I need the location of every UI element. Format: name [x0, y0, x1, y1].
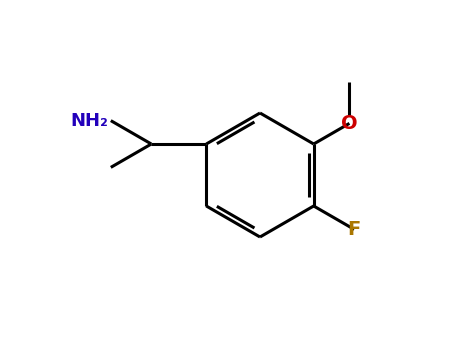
- Text: O: O: [341, 114, 358, 133]
- Text: NH₂: NH₂: [70, 112, 108, 130]
- Text: F: F: [348, 220, 361, 239]
